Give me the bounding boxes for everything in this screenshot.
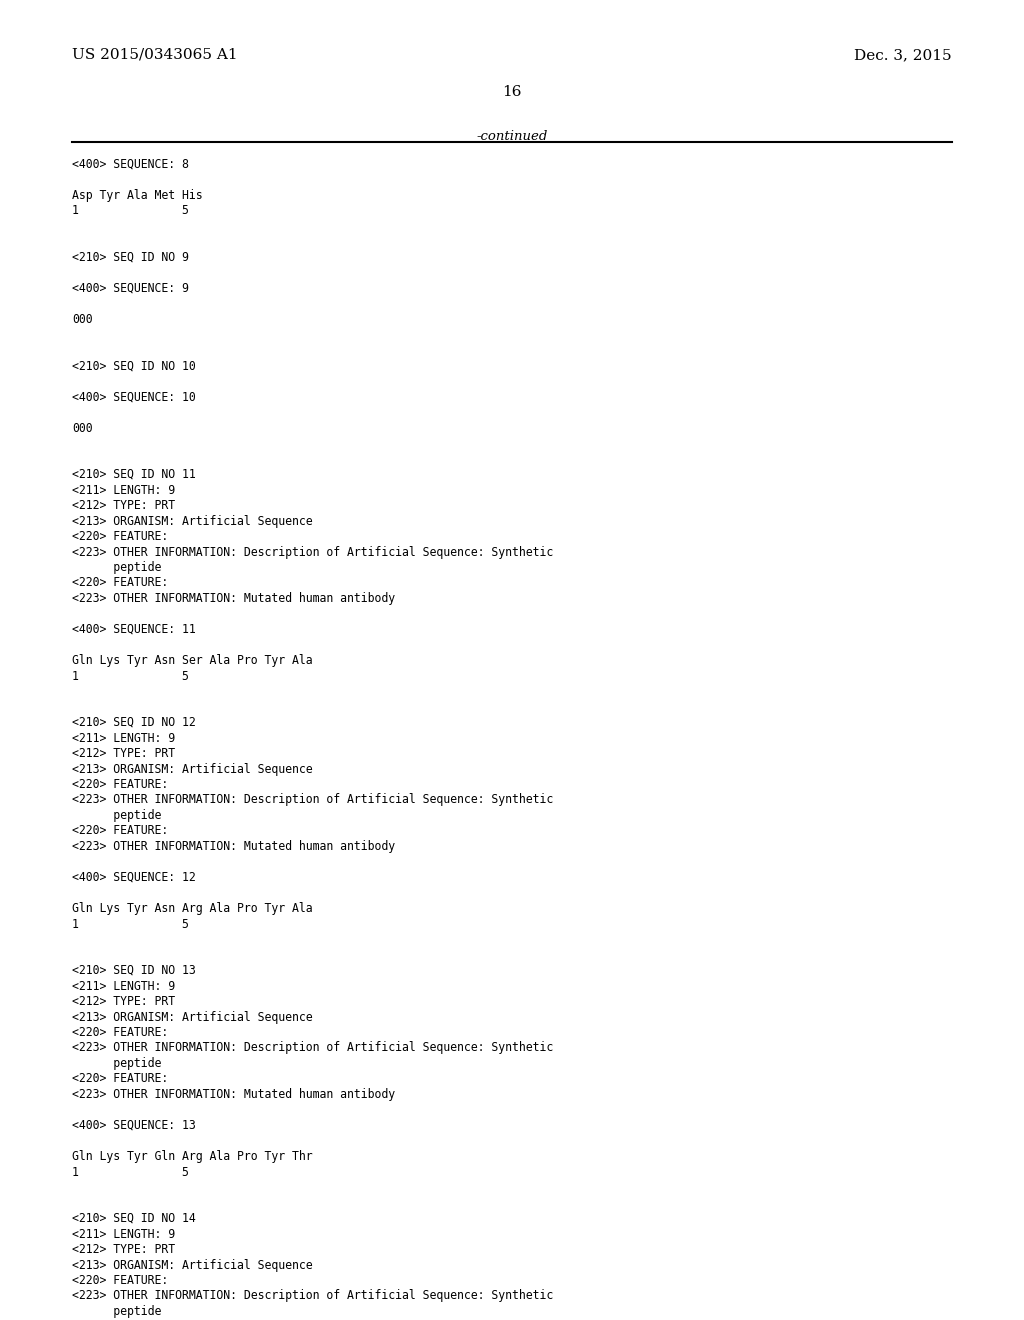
Text: <223> OTHER INFORMATION: Description of Artificial Sequence: Synthetic: <223> OTHER INFORMATION: Description of … [72,545,553,558]
Text: <212> TYPE: PRT: <212> TYPE: PRT [72,747,175,760]
Text: 000: 000 [72,421,92,434]
Text: <210> SEQ ID NO 10: <210> SEQ ID NO 10 [72,359,196,372]
Text: <400> SEQUENCE: 12: <400> SEQUENCE: 12 [72,871,196,884]
Text: 1               5: 1 5 [72,205,188,218]
Text: <213> ORGANISM: Artificial Sequence: <213> ORGANISM: Artificial Sequence [72,1011,312,1023]
Text: Gln Lys Tyr Asn Arg Ala Pro Tyr Ala: Gln Lys Tyr Asn Arg Ala Pro Tyr Ala [72,902,312,915]
Text: <223> OTHER INFORMATION: Description of Artificial Sequence: Synthetic: <223> OTHER INFORMATION: Description of … [72,1290,553,1303]
Text: <210> SEQ ID NO 9: <210> SEQ ID NO 9 [72,251,188,264]
Text: <400> SEQUENCE: 9: <400> SEQUENCE: 9 [72,282,188,294]
Text: <212> TYPE: PRT: <212> TYPE: PRT [72,1243,175,1257]
Text: <210> SEQ ID NO 11: <210> SEQ ID NO 11 [72,469,196,480]
Text: <223> OTHER INFORMATION: Mutated human antibody: <223> OTHER INFORMATION: Mutated human a… [72,1088,395,1101]
Text: <213> ORGANISM: Artificial Sequence: <213> ORGANISM: Artificial Sequence [72,763,312,776]
Text: <213> ORGANISM: Artificial Sequence: <213> ORGANISM: Artificial Sequence [72,1258,312,1271]
Text: <220> FEATURE:: <220> FEATURE: [72,1026,168,1039]
Text: <400> SEQUENCE: 13: <400> SEQUENCE: 13 [72,1119,196,1133]
Text: <210> SEQ ID NO 12: <210> SEQ ID NO 12 [72,715,196,729]
Text: peptide: peptide [72,561,162,574]
Text: Asp Tyr Ala Met His: Asp Tyr Ala Met His [72,189,203,202]
Text: <211> LENGTH: 9: <211> LENGTH: 9 [72,483,175,496]
Text: 16: 16 [502,84,522,99]
Text: <212> TYPE: PRT: <212> TYPE: PRT [72,995,175,1008]
Text: 000: 000 [72,313,92,326]
Text: <223> OTHER INFORMATION: Mutated human antibody: <223> OTHER INFORMATION: Mutated human a… [72,591,395,605]
Text: 1               5: 1 5 [72,669,188,682]
Text: 1               5: 1 5 [72,917,188,931]
Text: peptide: peptide [72,1305,162,1317]
Text: <223> OTHER INFORMATION: Mutated human antibody: <223> OTHER INFORMATION: Mutated human a… [72,840,395,853]
Text: <211> LENGTH: 9: <211> LENGTH: 9 [72,1228,175,1241]
Text: Dec. 3, 2015: Dec. 3, 2015 [854,48,952,62]
Text: Gln Lys Tyr Gln Arg Ala Pro Tyr Thr: Gln Lys Tyr Gln Arg Ala Pro Tyr Thr [72,1150,312,1163]
Text: <400> SEQUENCE: 8: <400> SEQUENCE: 8 [72,158,188,172]
Text: <220> FEATURE:: <220> FEATURE: [72,777,168,791]
Text: -continued: -continued [476,129,548,143]
Text: <212> TYPE: PRT: <212> TYPE: PRT [72,499,175,512]
Text: <223> OTHER INFORMATION: Description of Artificial Sequence: Synthetic: <223> OTHER INFORMATION: Description of … [72,1041,553,1055]
Text: <210> SEQ ID NO 13: <210> SEQ ID NO 13 [72,964,196,977]
Text: <223> OTHER INFORMATION: Description of Artificial Sequence: Synthetic: <223> OTHER INFORMATION: Description of … [72,793,553,807]
Text: <211> LENGTH: 9: <211> LENGTH: 9 [72,731,175,744]
Text: <220> FEATURE:: <220> FEATURE: [72,531,168,543]
Text: <220> FEATURE:: <220> FEATURE: [72,1072,168,1085]
Text: <213> ORGANISM: Artificial Sequence: <213> ORGANISM: Artificial Sequence [72,515,312,528]
Text: Gln Lys Tyr Asn Ser Ala Pro Tyr Ala: Gln Lys Tyr Asn Ser Ala Pro Tyr Ala [72,653,312,667]
Text: peptide: peptide [72,809,162,822]
Text: <211> LENGTH: 9: <211> LENGTH: 9 [72,979,175,993]
Text: <220> FEATURE:: <220> FEATURE: [72,825,168,837]
Text: <400> SEQUENCE: 11: <400> SEQUENCE: 11 [72,623,196,636]
Text: peptide: peptide [72,1057,162,1071]
Text: 1               5: 1 5 [72,1166,188,1179]
Text: <210> SEQ ID NO 14: <210> SEQ ID NO 14 [72,1212,196,1225]
Text: <220> FEATURE:: <220> FEATURE: [72,577,168,590]
Text: <220> FEATURE:: <220> FEATURE: [72,1274,168,1287]
Text: <400> SEQUENCE: 10: <400> SEQUENCE: 10 [72,391,196,404]
Text: US 2015/0343065 A1: US 2015/0343065 A1 [72,48,238,62]
